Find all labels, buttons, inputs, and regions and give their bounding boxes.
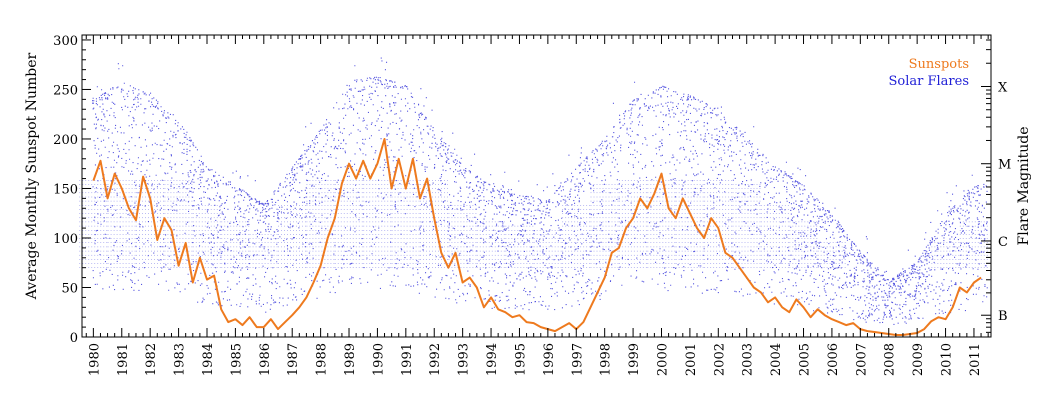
x-tick-label: 1988 bbox=[315, 343, 330, 376]
x-tick-label: 1998 bbox=[599, 343, 614, 376]
sunspots-series bbox=[92, 138, 982, 336]
x-tick-label: 1983 bbox=[173, 343, 188, 376]
x-tick-label: 2001 bbox=[684, 343, 699, 376]
x-tick-label: 2003 bbox=[741, 343, 756, 376]
x-tick-label: 1982 bbox=[144, 343, 159, 376]
x-tick-label: 1995 bbox=[514, 343, 529, 376]
y-axis-ticks: 0 50 100 150 200 250 300 bbox=[53, 34, 91, 346]
x-tick-label: 2005 bbox=[798, 343, 813, 376]
x-tick-label: 1994 bbox=[485, 343, 500, 376]
x-tick-label: 2007 bbox=[854, 343, 869, 376]
x-tick-label: 1984 bbox=[201, 343, 216, 376]
flare-points bbox=[92, 57, 988, 325]
x-tick-label: 2009 bbox=[911, 343, 926, 376]
sunspot-line bbox=[92, 138, 982, 336]
x-tick-label: 1985 bbox=[229, 343, 244, 376]
x-tick-label: 2006 bbox=[826, 343, 841, 376]
x-tick-label: 2011 bbox=[968, 343, 983, 376]
plot-frame bbox=[81, 34, 992, 338]
y-axis-label: Average Monthly Sunspot Number bbox=[24, 52, 40, 300]
x-tick-label: 1993 bbox=[457, 343, 472, 376]
x-tick-label: 2004 bbox=[769, 343, 784, 376]
y-tick-label: 150 bbox=[53, 182, 78, 197]
x-tick-label: 2000 bbox=[656, 343, 671, 376]
y2-axis-ticks: B C M X bbox=[981, 39, 1011, 333]
plot-area-border bbox=[81, 34, 992, 338]
y2-tick-label: C bbox=[998, 235, 1008, 250]
x-tick-label: 1997 bbox=[570, 343, 585, 376]
x-tick-label: 1999 bbox=[627, 343, 642, 376]
x-tick-label: 1991 bbox=[400, 343, 415, 376]
x-tick-label: 1990 bbox=[371, 343, 386, 376]
x-tick-label: 1992 bbox=[428, 343, 443, 376]
x-tick-label: 1981 bbox=[116, 343, 131, 376]
x-tick-label: 1980 bbox=[87, 343, 102, 376]
x-tick-label: 2002 bbox=[712, 343, 727, 376]
x-tick-label: 1996 bbox=[542, 343, 557, 376]
x-tick-label: 1986 bbox=[258, 343, 273, 376]
y2-tick-label: M bbox=[998, 158, 1011, 173]
x-tick-label: 1987 bbox=[286, 343, 301, 376]
legend-solar-flares: Solar Flares bbox=[889, 74, 970, 89]
legend-sunspots: Sunspots bbox=[909, 57, 969, 72]
y2-tick-label: B bbox=[998, 309, 1008, 324]
y-tick-label: 100 bbox=[53, 232, 78, 247]
y-tick-label: 250 bbox=[53, 83, 78, 98]
x-tick-label: 2008 bbox=[883, 343, 898, 376]
y2-tick-label: X bbox=[998, 80, 1008, 95]
y-tick-label: 50 bbox=[61, 281, 78, 296]
x-tick-label: 1989 bbox=[343, 343, 358, 376]
x-tick-label: 2010 bbox=[940, 343, 955, 376]
y2-axis-label: Flare Magnitude bbox=[1016, 127, 1032, 246]
y-tick-label: 300 bbox=[53, 34, 78, 49]
y-tick-label: 200 bbox=[53, 133, 78, 148]
x-axis-ticks: 1980 1981 1982 1983 1984 1985 1986 1987 1988 1989… bbox=[85, 35, 989, 376]
y-tick-label: 0 bbox=[70, 331, 78, 346]
